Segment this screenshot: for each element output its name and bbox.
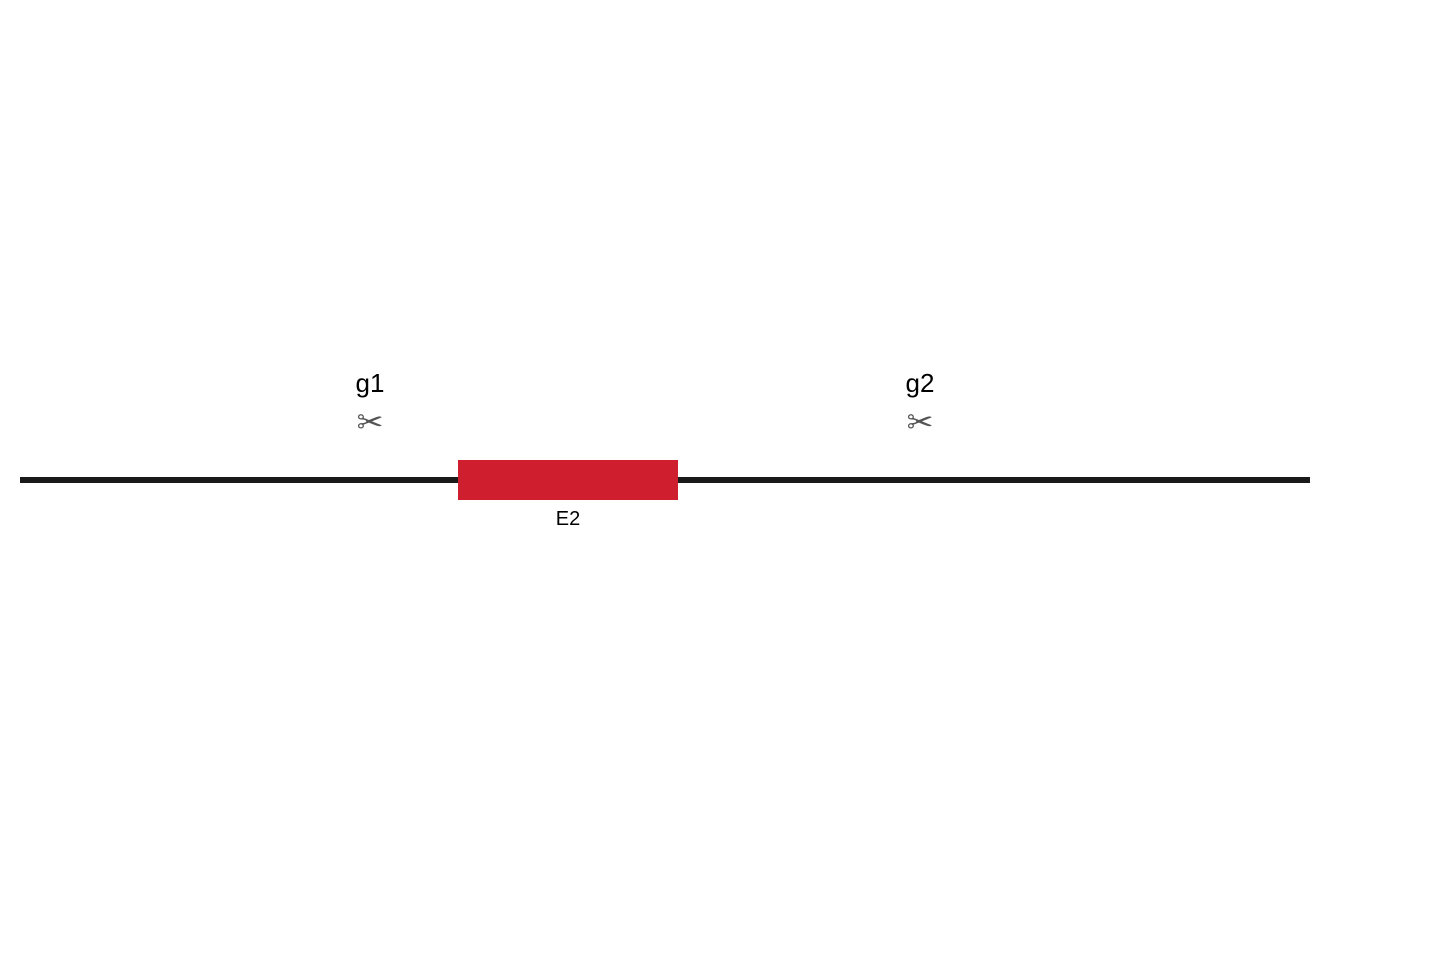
scissors-icon: ✂	[907, 406, 934, 438]
guide-g1-label: g1	[340, 368, 400, 399]
exon-e2-label: E2	[458, 508, 678, 531]
scissors-icon: ✂	[357, 406, 384, 438]
baseline-right	[678, 477, 1310, 483]
exon-e2	[458, 460, 678, 500]
baseline-left	[20, 477, 458, 483]
gene-diagram: E2 g1 ✂ g2 ✂	[0, 0, 1440, 960]
guide-g2-label: g2	[890, 368, 950, 399]
